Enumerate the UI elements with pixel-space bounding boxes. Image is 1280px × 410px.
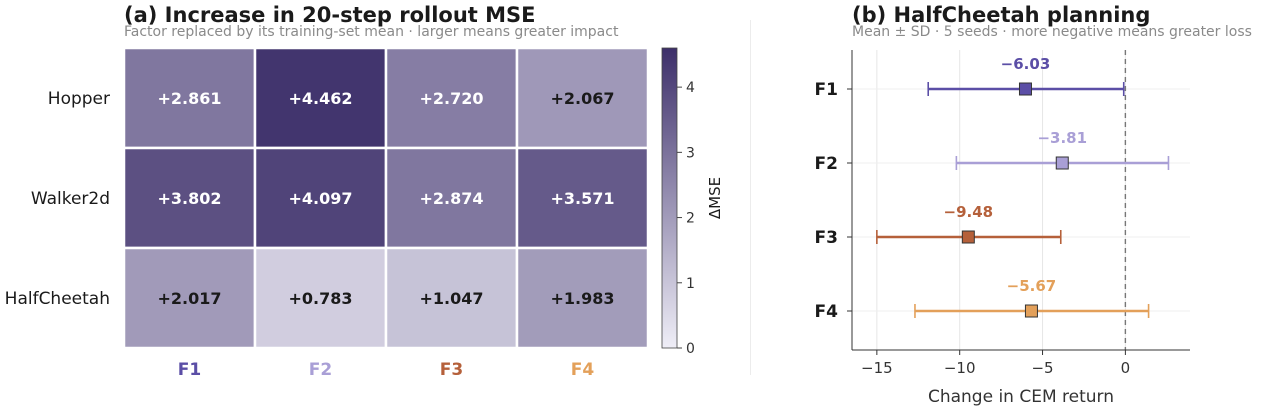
heatmap-title: (a) Increase in 20-step rollout MSE — [124, 3, 536, 27]
heatmap-cell — [515, 246, 650, 350]
heatmap-cell — [253, 146, 388, 250]
heatmap-cell-label: +0.783 — [288, 289, 352, 308]
colorbar: 0 1 2 3 4 — [661, 47, 695, 357]
forest-subtitle: Mean ± SD · 5 seeds · more negative mean… — [852, 24, 1252, 40]
heatmap-cell-label: +2.874 — [419, 189, 483, 208]
colorbar-tick-label: 4 — [686, 80, 695, 96]
heatmap-cell-label: +1.047 — [419, 289, 483, 308]
mean-value-label: −9.48 — [944, 203, 994, 221]
heatmap-cell — [384, 46, 519, 150]
heatmap-cell — [122, 46, 257, 150]
forest-title: (b) HalfCheetah planning — [852, 3, 1150, 27]
mean-value-label: −5.67 — [1007, 277, 1057, 295]
y-tick-label: F3 — [815, 228, 838, 248]
heatmap-cell-label: +2.861 — [157, 89, 221, 108]
y-tick-label: F1 — [815, 80, 838, 100]
heatmap-row-label: HalfCheetah — [5, 289, 110, 309]
colorbar-tick-label: 2 — [686, 211, 695, 227]
x-tick-label: −15 — [861, 359, 893, 377]
mean-marker — [1055, 156, 1069, 170]
x-axis-label: Change in CEM return — [928, 387, 1114, 407]
heatmap-cell-label: +2.720 — [419, 89, 483, 108]
panel-separator — [750, 20, 751, 375]
mean-marker — [1018, 82, 1032, 96]
heatmap-column-label: F4 — [571, 360, 595, 380]
heatmap-row-label: Walker2d — [31, 189, 110, 209]
heatmap-cell-label: +3.571 — [550, 189, 614, 208]
heatmap: Hopper +2.861 +4.462 +2.720 +2.067 Walker2d +3… — [5, 46, 650, 380]
mean-value-label: −6.03 — [1001, 55, 1051, 73]
heatmap-cell-label: +2.067 — [550, 89, 614, 108]
colorbar-tick-label: 3 — [686, 145, 695, 161]
heatmap-cell — [384, 246, 519, 350]
heatmap-cell-label: +1.983 — [550, 289, 614, 308]
x-tick-label: −5 — [1031, 359, 1053, 377]
heatmap-row-label: Hopper — [48, 89, 110, 109]
colorbar-label: ΔMSE — [706, 177, 724, 219]
mean-value-label: −3.81 — [1037, 129, 1087, 147]
colorbar-gradient — [661, 47, 678, 349]
heatmap-cell-label: +4.462 — [288, 89, 352, 108]
colorbar-tick-label: 0 — [686, 341, 695, 357]
x-tick-label: 0 — [1121, 359, 1131, 377]
heatmap-column-label: F1 — [178, 360, 201, 380]
mean-marker — [961, 230, 975, 244]
x-tick-label: −10 — [944, 359, 976, 377]
heatmap-cell-label: +2.017 — [157, 289, 221, 308]
heatmap-cell — [515, 46, 650, 150]
y-tick-label: F4 — [815, 302, 839, 322]
heatmap-column-label: F3 — [440, 360, 463, 380]
mean-marker — [1024, 304, 1038, 318]
heatmap-cell-label: +4.097 — [288, 189, 352, 208]
heatmap-cell-label: +3.802 — [157, 189, 221, 208]
heatmap-column-label: F2 — [309, 360, 332, 380]
y-tick-label: F2 — [815, 154, 838, 174]
forest-plot: −15 −10 −5 0 F1 −6.03 F2 −3.81 F3 −9.48 F4 −5.67 — [815, 50, 1190, 377]
heatmap-cell — [122, 246, 257, 350]
heatmap-subtitle: Factor replaced by its training-set mean… — [124, 24, 619, 40]
colorbar-tick-label: 1 — [686, 276, 695, 292]
